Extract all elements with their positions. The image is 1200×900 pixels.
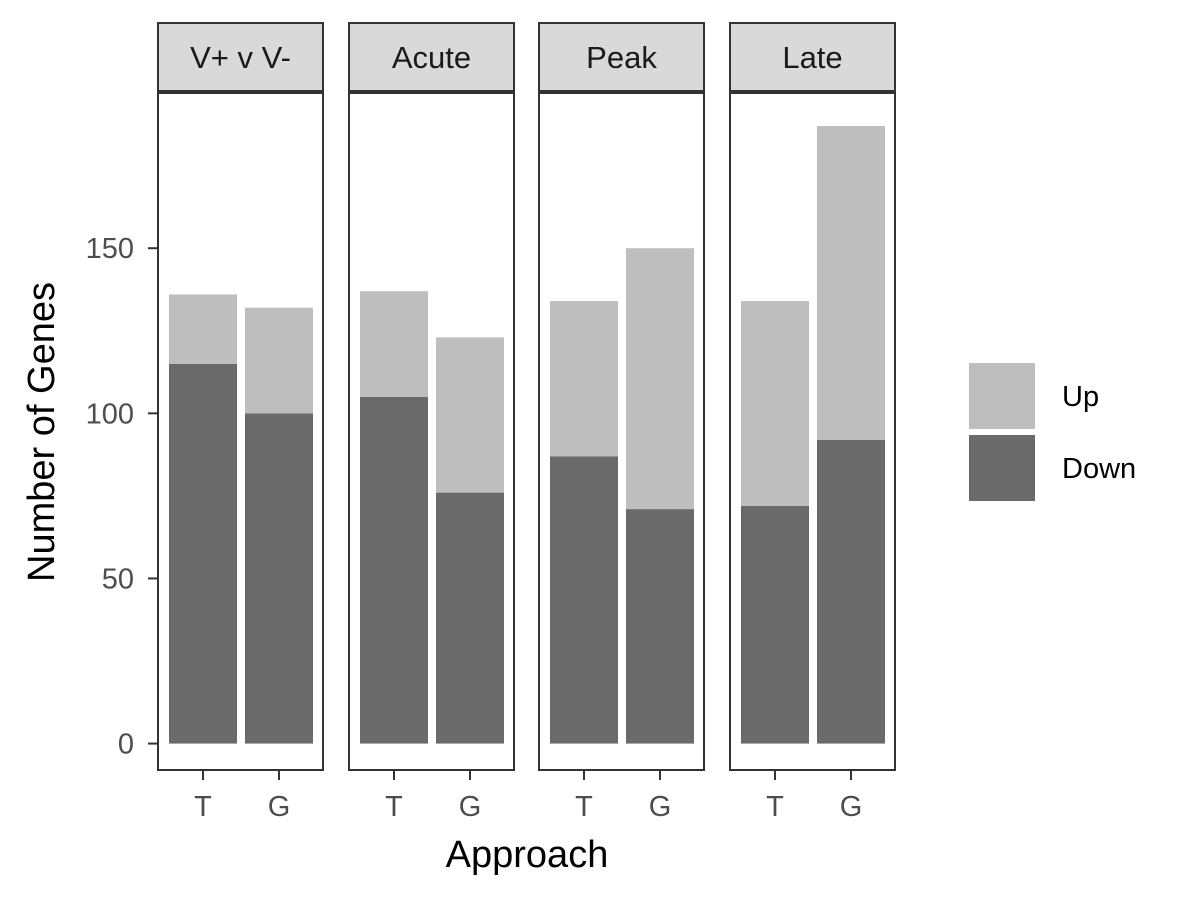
bar-segment-down <box>626 509 694 744</box>
x-tick-label: G <box>268 791 291 823</box>
legend-label-down: Down <box>1062 453 1136 485</box>
bar-segment-up <box>817 126 885 440</box>
y-axis: 0 50 100 150 <box>86 93 159 770</box>
facet-strip <box>157 22 324 92</box>
facet-panel: V+ v V- T G <box>157 22 324 823</box>
bar-segment-up <box>245 307 313 414</box>
bar-segment-up <box>360 291 428 397</box>
x-tick-label: G <box>459 791 482 823</box>
facet-strip-label: V+ v V- <box>190 40 291 75</box>
bar-segment-down <box>817 439 885 744</box>
x-tick-label: T <box>766 791 784 823</box>
bar-segment-down <box>741 505 809 744</box>
bar-segment-up <box>550 301 618 457</box>
x-tick-label: G <box>840 791 863 823</box>
legend: Up Down <box>969 363 1136 501</box>
bar-segment-up <box>169 294 237 364</box>
x-tick-label: T <box>194 791 212 823</box>
facet-panels: V+ v V- T G Acute T G Peak T G Late T G <box>157 22 896 823</box>
facet-panel-border <box>538 92 705 771</box>
y-axis-title: Number of Genes <box>21 282 63 582</box>
bar-segment-down <box>550 456 618 744</box>
bar-segment-down <box>436 492 504 744</box>
facet-strip-label: Peak <box>586 40 657 75</box>
legend-key-down <box>969 435 1035 501</box>
x-tick-label: T <box>385 791 403 823</box>
facet-panel: Late T G <box>729 22 896 823</box>
facet-strip-label: Late <box>782 40 842 75</box>
legend-label-up: Up <box>1062 381 1099 413</box>
facet-panel: Acute T G <box>348 22 515 823</box>
y-axis-ticks: 0 50 100 150 <box>86 233 158 761</box>
bar-segment-down <box>360 396 428 744</box>
facet-strip <box>538 22 705 92</box>
legend-key-up <box>969 363 1035 429</box>
x-tick-label: T <box>575 791 593 823</box>
y-tick-label: 0 <box>118 729 134 761</box>
y-tick-label: 50 <box>102 563 134 595</box>
y-tick-label: 150 <box>86 233 134 265</box>
bar-segment-up <box>626 248 694 510</box>
facet-strip <box>348 22 515 92</box>
bar-segment-down <box>169 363 237 744</box>
bar-segment-up <box>741 301 809 506</box>
x-tick-label: G <box>649 791 672 823</box>
facet-strip <box>729 22 896 92</box>
facet-panel-border <box>348 92 515 771</box>
x-axis-title: Approach <box>446 834 609 876</box>
facet-panel-border <box>157 92 324 771</box>
facet-strip-label: Acute <box>392 40 471 75</box>
bar-segment-down <box>245 413 313 744</box>
facet-panel-border <box>729 92 896 771</box>
bar-segment-up <box>436 337 504 493</box>
y-tick-label: 100 <box>86 398 134 430</box>
facet-panel: Peak T G <box>538 22 705 823</box>
